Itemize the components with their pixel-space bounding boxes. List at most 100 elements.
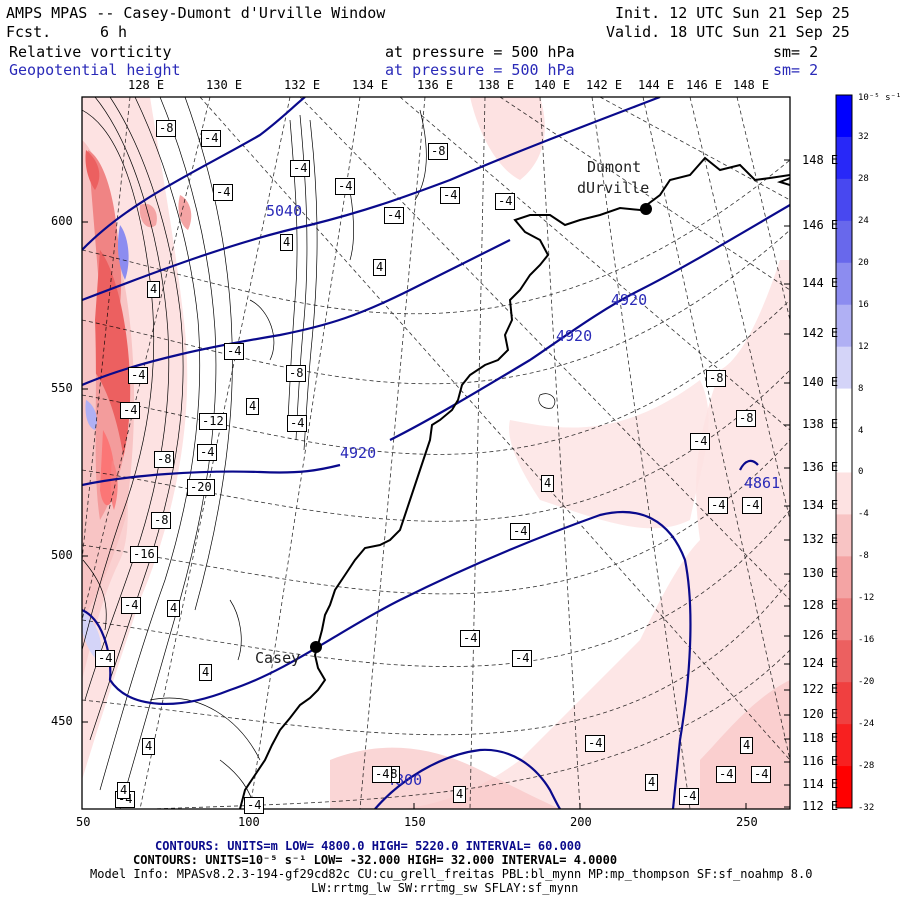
colorbar-tick-label: 24 bbox=[858, 215, 869, 226]
footer-vorticity-contours: CONTOURS: UNITS=10⁻⁵ s⁻¹ LOW= -32.000 HI… bbox=[133, 853, 618, 867]
right-lon-label: 140 E bbox=[802, 375, 839, 389]
vorticity-label: 4 bbox=[645, 774, 659, 791]
casey-marker bbox=[310, 641, 322, 653]
left-axis-label: 450 bbox=[51, 714, 73, 728]
vorticity-label: -4 bbox=[708, 497, 729, 514]
colorbar-tick-label: 28 bbox=[858, 173, 869, 184]
top-lon-label: 140 E bbox=[534, 78, 571, 92]
vorticity-label: 4 bbox=[199, 664, 213, 681]
vorticity-label: -4 bbox=[121, 597, 142, 614]
colorbar-swatch bbox=[836, 136, 852, 180]
right-lon-label: 136 E bbox=[802, 460, 839, 474]
vorticity-label: 4 bbox=[142, 738, 156, 755]
bottom-axis-label: 150 bbox=[404, 815, 426, 829]
footer-height-contours: CONTOURS: UNITS=m LOW= 4800.0 HIGH= 5220… bbox=[155, 839, 582, 853]
vorticity-label: -4 bbox=[585, 735, 606, 752]
colorbar-swatch bbox=[836, 472, 852, 515]
right-lon-label: 132 E bbox=[802, 532, 839, 546]
coastline bbox=[239, 156, 790, 809]
vorticity-label: -4 bbox=[213, 184, 234, 201]
colorbar-swatch bbox=[836, 346, 852, 390]
vorticity-label: -12 bbox=[199, 413, 227, 430]
top-lon-label: 142 E bbox=[586, 78, 623, 92]
colorbar-tick-label: 20 bbox=[858, 257, 869, 268]
vorticity-label: 4 bbox=[167, 600, 181, 617]
forecast-hours: 6 h bbox=[100, 23, 128, 41]
plot-title: AMPS MPAS -- Casey-Dumont d'Urville Wind… bbox=[6, 4, 386, 22]
right-lon-label: 134 E bbox=[802, 498, 839, 512]
colorbar-swatch bbox=[836, 514, 852, 557]
vorticity-label: 4 bbox=[117, 782, 131, 799]
colorbar-tick-label: 32 bbox=[858, 131, 869, 142]
vorticity-label: -8 bbox=[428, 143, 449, 160]
footer-model-info: Model Info: MPASv8.2.3-194-gf29cd82c CU:… bbox=[90, 867, 813, 881]
colorbar-tick-label: 8 bbox=[858, 383, 864, 394]
vorticity-label: -8 bbox=[706, 370, 727, 387]
right-lon-label: 144 E bbox=[802, 276, 839, 290]
colorbar-swatch bbox=[836, 682, 852, 725]
dumont-durville-marker bbox=[640, 203, 652, 215]
colorbar-swatch bbox=[836, 220, 852, 264]
bottom-axis-label: 200 bbox=[570, 815, 592, 829]
left-axis-label: 600 bbox=[51, 214, 73, 228]
colorbar-swatch bbox=[836, 304, 852, 348]
vorticity-label: -4 bbox=[201, 130, 222, 147]
right-lon-label: 124 E bbox=[802, 656, 839, 670]
vorticity-label: -16 bbox=[130, 546, 158, 563]
vorticity-label: 4 bbox=[453, 786, 467, 803]
forecast-label: Fcst. bbox=[6, 23, 52, 41]
right-lon-label: 142 E bbox=[802, 326, 839, 340]
colorbar-tick-label: -32 bbox=[858, 803, 875, 813]
height-label: 4861 bbox=[744, 474, 781, 492]
top-lon-label: 132 E bbox=[284, 78, 321, 92]
vorticity-label: 4 bbox=[373, 259, 387, 276]
vorticity-label: -4 bbox=[742, 497, 763, 514]
colorbar-units: 10⁻⁵ s⁻¹ bbox=[858, 93, 900, 103]
field1-smoothing: sm= 2 bbox=[773, 43, 819, 61]
right-lon-label: 146 E bbox=[802, 218, 839, 232]
right-lon-label: 116 E bbox=[802, 754, 839, 768]
vorticity-label: 4 bbox=[541, 475, 555, 492]
top-lon-label: 146 E bbox=[686, 78, 723, 92]
colorbar-tick-label: -20 bbox=[858, 677, 875, 688]
colorbar-swatch bbox=[836, 388, 852, 432]
colorbar-tick-label: 16 bbox=[858, 299, 869, 310]
right-lon-label: 122 E bbox=[802, 682, 839, 696]
vorticity-label: -4 bbox=[128, 367, 149, 384]
top-lon-label: 144 E bbox=[638, 78, 675, 92]
vorticity-label: -4 bbox=[384, 207, 405, 224]
vorticity-label: 4 bbox=[147, 281, 161, 298]
footer-model-info-2: LW:rrtmg_lw SW:rrtmg_sw SFLAY:sf_mynn bbox=[311, 881, 579, 895]
bottom-axis-label: 250 bbox=[736, 815, 758, 829]
vorticity-label: -8 bbox=[286, 365, 307, 382]
valid-time: Valid. 18 UTC Sun 21 Sep 25 bbox=[606, 23, 850, 41]
dumont-label: Dumont bbox=[587, 158, 642, 176]
field1-pressure: at pressure = 500 hPa bbox=[385, 43, 575, 61]
vorticity-label: -4 bbox=[440, 187, 461, 204]
right-lon-label: 114 E bbox=[802, 777, 839, 791]
colorbar-swatch bbox=[836, 766, 852, 809]
height-label: 4920 bbox=[556, 327, 593, 345]
vorticity-label: -20 bbox=[187, 479, 215, 496]
left-axis-label: 550 bbox=[51, 381, 73, 395]
bottom-axis-label: 50 bbox=[76, 815, 91, 829]
colorbar-tick-label: 4 bbox=[858, 425, 864, 436]
vorticity-label: -4 bbox=[197, 444, 218, 461]
colorbar-tick-label: -4 bbox=[858, 509, 869, 520]
colorbar-swatch bbox=[836, 430, 852, 473]
vorticity-label: -4 bbox=[510, 523, 531, 540]
vorticity-label: -4 bbox=[372, 766, 393, 783]
vorticity-label: -8 bbox=[154, 451, 175, 468]
axis-ticks bbox=[81, 159, 790, 809]
vorticity-contours bbox=[82, 97, 556, 809]
top-lon-label: 128 E bbox=[128, 78, 165, 92]
dumont-label: dUrville bbox=[577, 179, 650, 197]
right-lon-label: 130 E bbox=[802, 566, 839, 580]
vorticity-label: -4 bbox=[495, 193, 516, 210]
colorbar-tick-label: -24 bbox=[858, 719, 875, 730]
bottom-axis-label: 100 bbox=[238, 815, 260, 829]
top-lon-label: 130 E bbox=[206, 78, 243, 92]
field2-name: Geopotential height bbox=[9, 61, 181, 79]
init-time: Init. 12 UTC Sun 21 Sep 25 bbox=[615, 4, 850, 22]
